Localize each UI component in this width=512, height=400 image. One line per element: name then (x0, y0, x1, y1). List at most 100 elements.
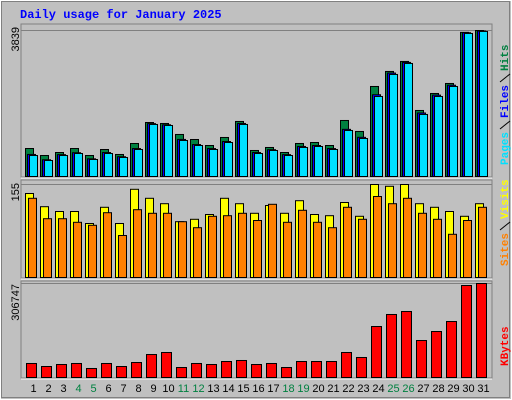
bar (29, 155, 38, 178)
bar (461, 285, 472, 379)
bar (251, 364, 262, 379)
bar (374, 95, 383, 177)
x-tick-label: 7 (120, 383, 126, 395)
bar (478, 206, 487, 278)
bar (163, 212, 172, 278)
bar (104, 152, 113, 178)
x-tick-label: 14 (222, 383, 234, 395)
x-tick-label: 25 (387, 383, 399, 395)
x-tick-label: 27 (417, 383, 429, 395)
legend-separator (499, 120, 511, 130)
bar (476, 283, 487, 378)
legend-entry: KBytes (500, 326, 512, 366)
legend-separator (499, 73, 511, 83)
bar (149, 123, 158, 177)
bar (194, 145, 203, 177)
bar (118, 235, 127, 278)
x-tick-label: 6 (105, 383, 111, 395)
x-tick-label: 3 (60, 383, 66, 395)
x-tick-label: 21 (327, 383, 339, 395)
bar (386, 313, 397, 378)
legend-entry: Pages (500, 132, 512, 165)
bar (401, 310, 412, 379)
x-tick-label: 31 (477, 383, 489, 395)
bar (254, 152, 263, 178)
bar (236, 359, 247, 378)
bar (133, 209, 142, 278)
x-tick-label: 30 (462, 383, 474, 395)
x-tick-label: 15 (237, 383, 249, 395)
x-tick-label: 17 (267, 383, 279, 395)
bar (71, 362, 82, 379)
bar (328, 227, 337, 278)
bar (43, 218, 52, 278)
bar (313, 221, 322, 279)
bar (209, 148, 218, 178)
bar (464, 32, 473, 177)
bar (86, 367, 97, 379)
bar (89, 159, 98, 177)
bar (434, 95, 443, 177)
bar (448, 233, 457, 279)
bar (208, 215, 217, 279)
bar (176, 367, 187, 379)
x-tick-label: 19 (297, 383, 309, 395)
bar (164, 125, 173, 177)
x-tick-label: 2 (45, 383, 51, 395)
bar (389, 73, 398, 177)
legend-separator (499, 221, 511, 231)
bar (329, 148, 338, 178)
x-tick-label: 29 (447, 383, 459, 395)
x-tick-label: 23 (357, 383, 369, 395)
x-tick-label: 20 (312, 383, 324, 395)
x-tick-label: 5 (90, 383, 96, 395)
x-tick-label: 26 (402, 383, 414, 395)
x-tick-label: 18 (282, 383, 294, 395)
bar (341, 351, 352, 379)
bar (268, 203, 277, 278)
bar (433, 218, 442, 279)
bar (101, 362, 112, 379)
bar (371, 326, 382, 379)
panel (20, 280, 493, 379)
x-tick-label: 12 (192, 383, 204, 395)
y-tick-label: 306747 (10, 284, 22, 321)
legend-entry: Files (500, 85, 512, 118)
bar (419, 113, 428, 178)
bar (446, 321, 457, 379)
bar (179, 139, 188, 177)
x-tick-label: 22 (342, 383, 354, 395)
bar (116, 365, 127, 378)
bar (449, 85, 458, 177)
bar (73, 221, 82, 279)
bar (283, 221, 292, 279)
bar (119, 156, 128, 178)
legend-entry: Sites (500, 233, 512, 266)
bar (59, 155, 68, 178)
x-tick-label: 8 (135, 383, 141, 395)
x-tick-label: 24 (372, 383, 384, 395)
bar (281, 367, 292, 379)
bar (299, 146, 308, 177)
bar (269, 149, 278, 177)
bar (56, 364, 67, 379)
bar (148, 212, 157, 278)
bar (388, 203, 397, 278)
x-tick-label: 13 (207, 383, 219, 395)
bar (224, 142, 233, 177)
bar (146, 354, 157, 378)
x-tick-label: 16 (252, 383, 264, 395)
bar (41, 365, 52, 378)
bar (238, 212, 247, 278)
bar (373, 196, 382, 278)
bar (404, 62, 413, 177)
bar (479, 30, 488, 177)
bar (206, 364, 217, 379)
bar (134, 148, 143, 178)
x-tick-label: 28 (432, 383, 444, 395)
legend-entry: Visits (500, 179, 512, 219)
x-tick-label: 1 (30, 383, 36, 395)
bar (191, 362, 202, 379)
bar (284, 155, 293, 178)
